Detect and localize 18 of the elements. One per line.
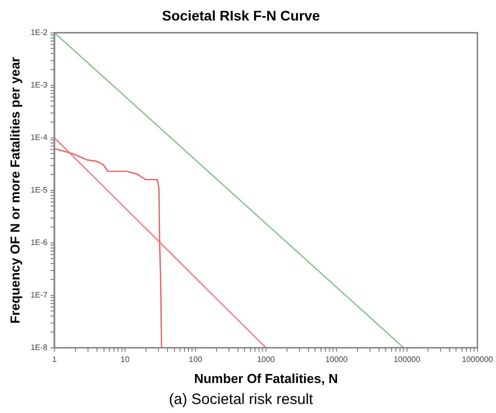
chart-title: Societal RIsk F-N Curve [162,7,320,24]
x-tick-label: 1000000 [462,354,494,364]
x-tick-label: 10 [120,354,130,364]
y-tick-label: 1E-7 [30,290,48,300]
x-tick-label: 1000 [257,354,276,364]
x-axis-title: Number Of Fatalities, N [194,370,338,386]
y-tick-label: 1E-4 [30,133,48,142]
text: (a) Societal risk result [168,391,314,408]
x-tick-label: 100 [188,354,203,364]
y-tick-label: 1E-8 [30,343,48,352]
y-tick-label: 1E-2 [30,28,48,38]
y-tick-label: 1E-5 [30,186,48,195]
y-axis-title: Frequency OF N or more Fatalities per year [7,57,22,324]
y-tick-label: 1E-6 [30,238,48,248]
y-tick-label: 1E-3 [30,80,48,90]
x-tick-label: 100000 [394,354,421,364]
x-tick-label: 10000 [325,354,348,364]
x-tick-label: 1 [52,354,58,364]
